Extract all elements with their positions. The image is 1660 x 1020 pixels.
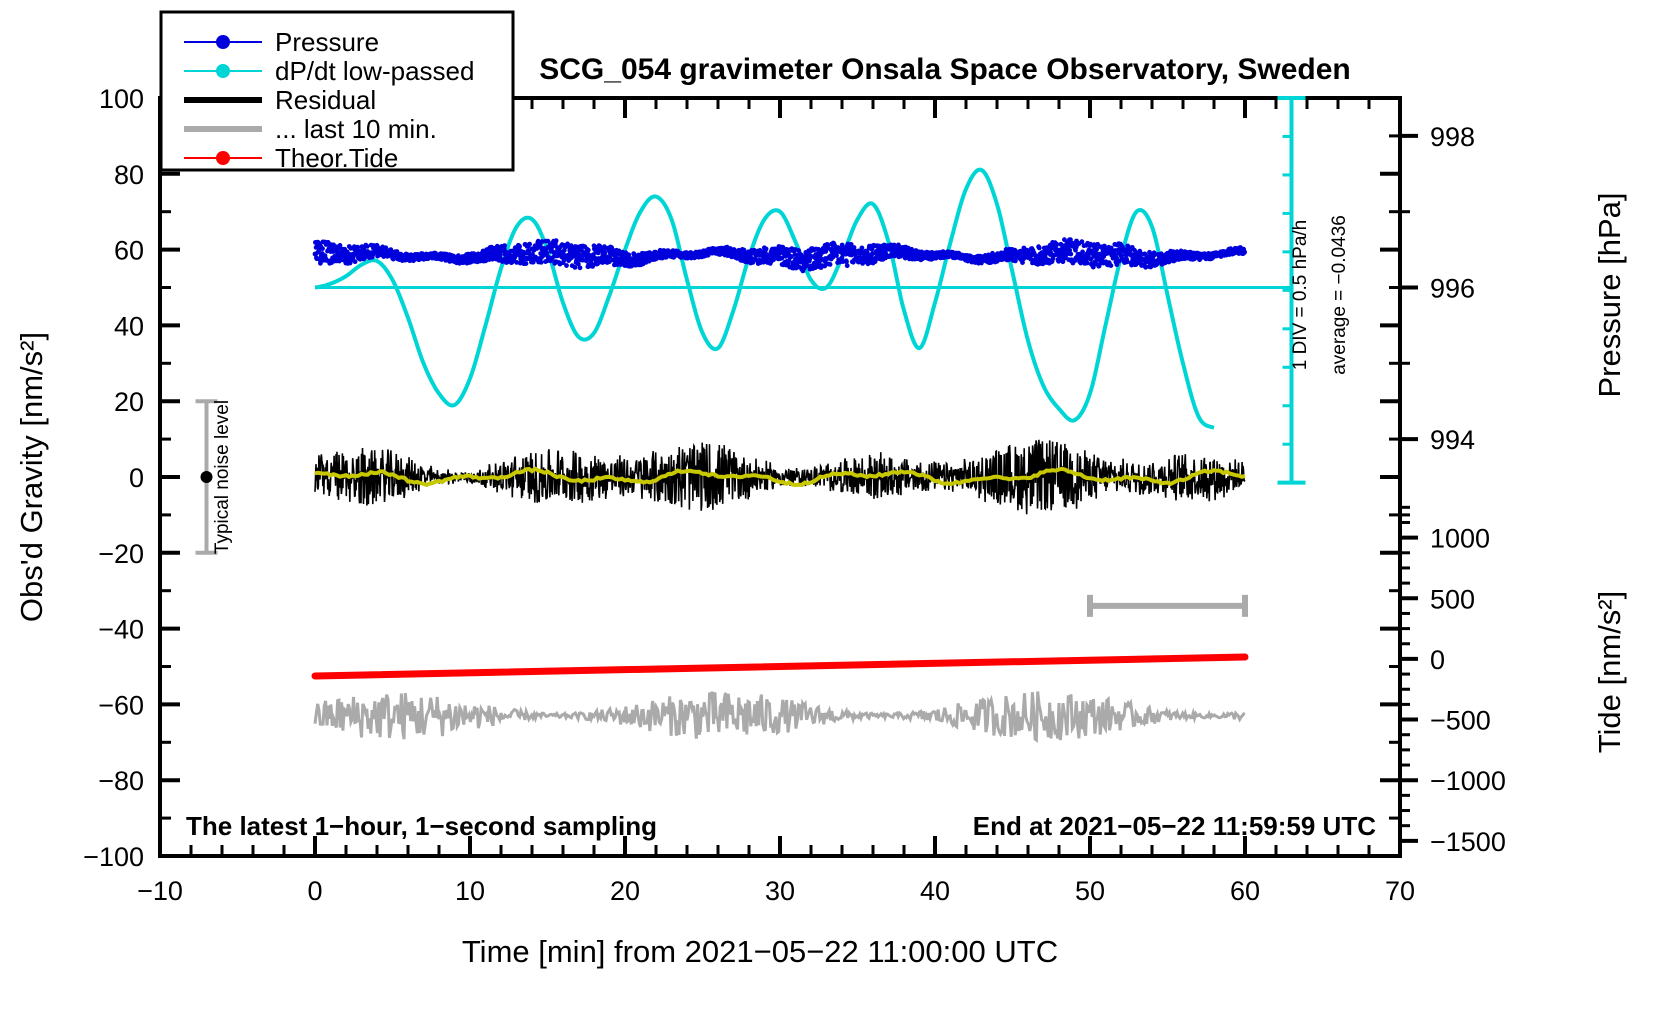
right-axis-ticks: 998 996 994 1000 500 0 −500 −1000 −1500 xyxy=(1400,122,1506,857)
right-tide-axis-title: Tide [nm/s²] xyxy=(1592,591,1627,754)
average-label: average = −0.0436 xyxy=(1329,215,1350,375)
svg-text:30: 30 xyxy=(765,876,795,906)
legend-item-4: Theor.Tide xyxy=(184,143,398,173)
svg-text:1000: 1000 xyxy=(1430,524,1490,554)
legend-item-1: dP/dt low-passed xyxy=(184,56,474,86)
svg-text:0: 0 xyxy=(1430,645,1445,675)
svg-text:40: 40 xyxy=(114,311,144,341)
svg-text:40: 40 xyxy=(920,876,950,906)
right-pressure-axis-title: Pressure [hPa] xyxy=(1592,192,1627,397)
left-axis-ticks: 100 80 60 40 20 0 −20 −40 −60 −80 −100 xyxy=(83,84,1400,872)
svg-text:998: 998 xyxy=(1430,122,1475,152)
svg-text:60: 60 xyxy=(114,236,144,266)
legend-label: Pressure xyxy=(275,27,379,57)
page-title: SCG_054 gravimeter Onsala Space Observat… xyxy=(539,53,1351,86)
svg-text:80: 80 xyxy=(114,160,144,190)
series-pressure xyxy=(312,237,1247,274)
svg-text:0: 0 xyxy=(129,463,144,493)
svg-text:20: 20 xyxy=(114,387,144,417)
marker-bars xyxy=(195,96,1306,617)
svg-text:70: 70 xyxy=(1385,876,1415,906)
noise-level-label: Typical noise level xyxy=(212,400,233,554)
svg-text:994: 994 xyxy=(1430,425,1475,455)
legend-item-2: Residual xyxy=(184,85,376,115)
legend-item-0: Pressure xyxy=(184,27,379,57)
svg-text:−20: −20 xyxy=(98,539,144,569)
svg-text:0: 0 xyxy=(307,876,322,906)
svg-text:10: 10 xyxy=(455,876,485,906)
legend-label: ... last 10 min. xyxy=(275,114,437,144)
svg-text:−40: −40 xyxy=(98,615,144,645)
svg-text:−100: −100 xyxy=(83,842,144,872)
bottom-axis-title: Time [min] from 2021−05−22 11:00:00 UTC xyxy=(462,934,1058,969)
svg-text:100: 100 xyxy=(99,84,144,114)
svg-text:−1500: −1500 xyxy=(1430,827,1506,857)
legend-label: Residual xyxy=(275,85,376,115)
svg-text:−60: −60 xyxy=(98,690,144,720)
legend-item-3: ... last 10 min. xyxy=(184,114,437,144)
footer-left-text: The latest 1−hour, 1−second sampling xyxy=(186,811,657,841)
series-residual xyxy=(314,439,1246,515)
svg-text:−1000: −1000 xyxy=(1430,766,1506,796)
series-residual-smoothed xyxy=(314,466,1246,488)
svg-text:996: 996 xyxy=(1430,274,1475,304)
legend-label: dP/dt low-passed xyxy=(275,56,474,86)
svg-text:20: 20 xyxy=(610,876,640,906)
series-dpdt-lowpassed xyxy=(314,167,1215,430)
svg-text:60: 60 xyxy=(1230,876,1260,906)
svg-text:−500: −500 xyxy=(1430,706,1491,736)
left-axis-title: Obs'd Gravity [nm/s²] xyxy=(14,332,49,622)
legend-label: Theor.Tide xyxy=(275,143,398,173)
svg-text:−80: −80 xyxy=(98,766,144,796)
div-scale-label: 1 DIV = 0.5 hPa/h xyxy=(1290,220,1311,371)
series-theor-tide xyxy=(311,653,1249,680)
svg-text:500: 500 xyxy=(1430,584,1475,614)
series-last-10-min xyxy=(313,691,1246,743)
svg-text:50: 50 xyxy=(1075,876,1105,906)
footer-right-text: End at 2021−05−22 11:59:59 UTC xyxy=(973,811,1376,841)
svg-text:−10: −10 xyxy=(137,876,183,906)
